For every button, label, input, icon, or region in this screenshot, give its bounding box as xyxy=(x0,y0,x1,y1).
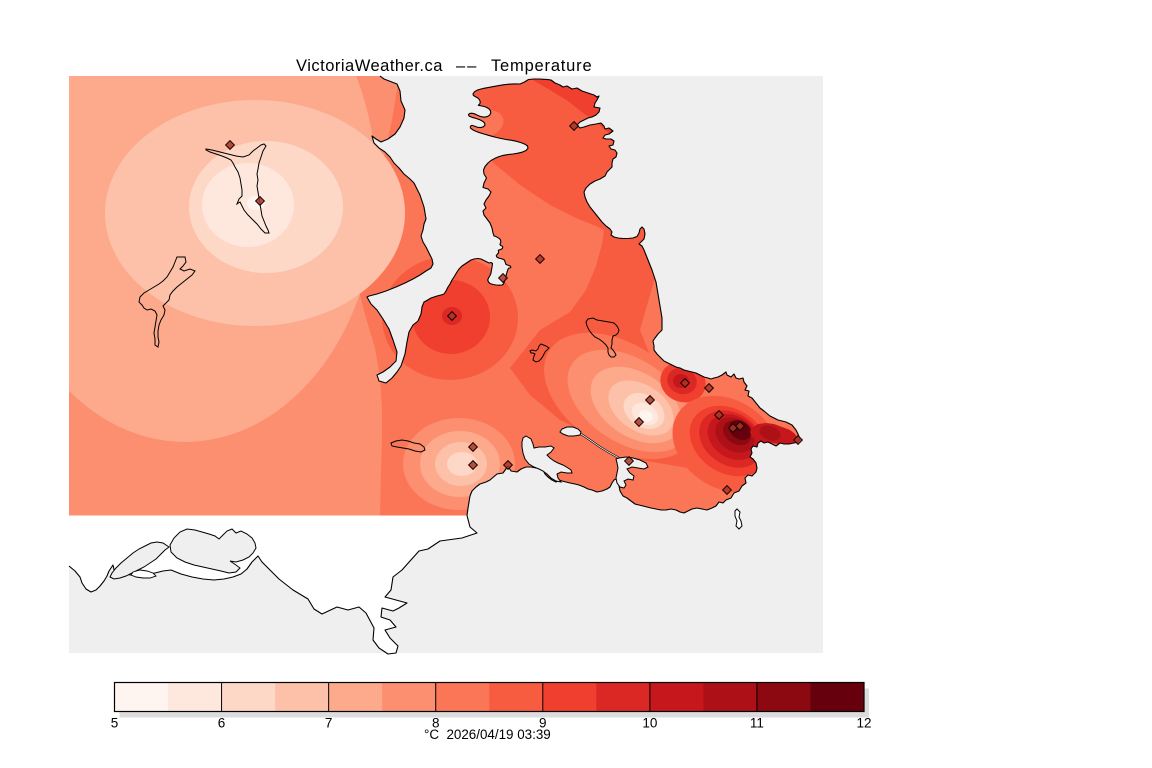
svg-text:––: –– xyxy=(456,57,478,75)
svg-text:VictoriaWeather.ca: VictoriaWeather.ca xyxy=(296,57,443,75)
svg-text:6: 6 xyxy=(218,716,226,731)
svg-text:Temperature: Temperature xyxy=(491,57,592,75)
svg-text:7: 7 xyxy=(325,716,333,731)
svg-text:12: 12 xyxy=(856,716,871,731)
svg-text:5: 5 xyxy=(111,716,119,731)
svg-text:10: 10 xyxy=(642,716,657,731)
svg-text:8: 8 xyxy=(432,716,440,731)
svg-text:9: 9 xyxy=(539,716,547,731)
svg-text:11: 11 xyxy=(750,716,764,731)
svg-text:°C 2026/04/19 03:39: °C 2026/04/19 03:39 xyxy=(424,727,551,742)
